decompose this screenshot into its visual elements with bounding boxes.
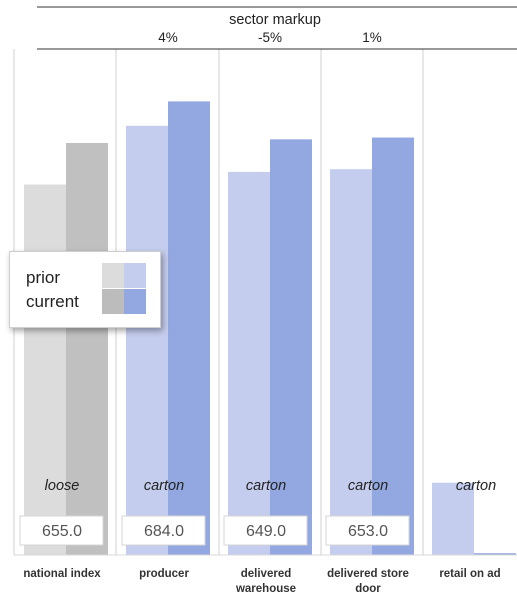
bar-current-producer bbox=[168, 101, 210, 556]
x-label-line: producer bbox=[139, 568, 189, 580]
legend-swatch-current-blue bbox=[124, 289, 146, 314]
x-label-line: delivered bbox=[241, 568, 292, 580]
x-label-line: retail on ad bbox=[439, 568, 500, 580]
bars bbox=[24, 101, 516, 556]
markup-label-producer: 4% bbox=[158, 30, 178, 45]
bar-prior-national-index bbox=[24, 184, 66, 556]
bar-prior-delivered-warehouse bbox=[228, 171, 270, 555]
legend: prior current bbox=[9, 251, 161, 328]
packaging-label-delivered-warehouse: carton bbox=[246, 478, 286, 494]
bar-prior-delivered-store-door bbox=[330, 169, 372, 556]
price-box-producer bbox=[121, 515, 206, 546]
x-label-line: door bbox=[355, 583, 381, 595]
packaging-label-national-index: loose bbox=[45, 478, 80, 494]
x-axis-labels: national index producer delivered warehouse… bbox=[23, 568, 500, 595]
packaging-label-producer: carton bbox=[144, 478, 184, 494]
price-box-delivered-store-door bbox=[325, 515, 410, 546]
x-label-delivered-warehouse: delivered warehouse bbox=[235, 568, 296, 595]
price-label-national-index: 655.0 bbox=[42, 523, 82, 540]
price-labels: 655.0 684.0 649.0 653.0 bbox=[19, 515, 410, 546]
bar-current-delivered-warehouse bbox=[270, 139, 312, 555]
legend-label-current: current bbox=[26, 292, 79, 311]
price-box-delivered-warehouse bbox=[223, 515, 308, 546]
price-label-producer: 684.0 bbox=[144, 523, 184, 540]
packaging-label-retail-on-ad: carton bbox=[456, 478, 496, 494]
markup-label-delivered-warehouse: -5% bbox=[258, 30, 282, 45]
bar-current-delivered-store-door bbox=[372, 137, 414, 556]
chart-title: sector markup bbox=[229, 12, 321, 28]
x-label-line: warehouse bbox=[235, 583, 296, 595]
category-dividers bbox=[13, 49, 424, 555]
x-label-producer: producer bbox=[139, 568, 189, 580]
markup-labels: 4% -5% 1% bbox=[158, 30, 382, 45]
bar-prior-producer bbox=[126, 125, 168, 555]
x-label-retail-on-ad: retail on ad bbox=[439, 568, 500, 580]
header: sector markup bbox=[37, 6, 517, 50]
x-label-line: national index bbox=[23, 568, 101, 580]
legend-label-prior: prior bbox=[26, 268, 61, 287]
bar-current-national-index bbox=[66, 142, 108, 555]
packaging-labels: loose carton carton carton carton bbox=[45, 478, 496, 494]
x-label-line: delivered store bbox=[327, 568, 409, 580]
legend-swatch-prior-blue bbox=[124, 263, 146, 288]
price-label-delivered-store-door: 653.0 bbox=[348, 523, 388, 540]
price-label-delivered-warehouse: 649.0 bbox=[246, 523, 286, 540]
bar-current-retail-on-ad bbox=[474, 553, 516, 555]
markup-label-delivered-store-door: 1% bbox=[362, 30, 382, 45]
packaging-label-delivered-store-door: carton bbox=[348, 478, 388, 494]
bar-prior-retail-on-ad bbox=[432, 482, 474, 555]
legend-swatch-current-gray bbox=[102, 289, 124, 314]
price-box-national-index bbox=[19, 515, 104, 546]
x-label-delivered-store-door: delivered store door bbox=[327, 568, 409, 595]
legend-swatch-prior-gray bbox=[102, 263, 124, 288]
x-label-national-index: national index bbox=[23, 568, 101, 580]
